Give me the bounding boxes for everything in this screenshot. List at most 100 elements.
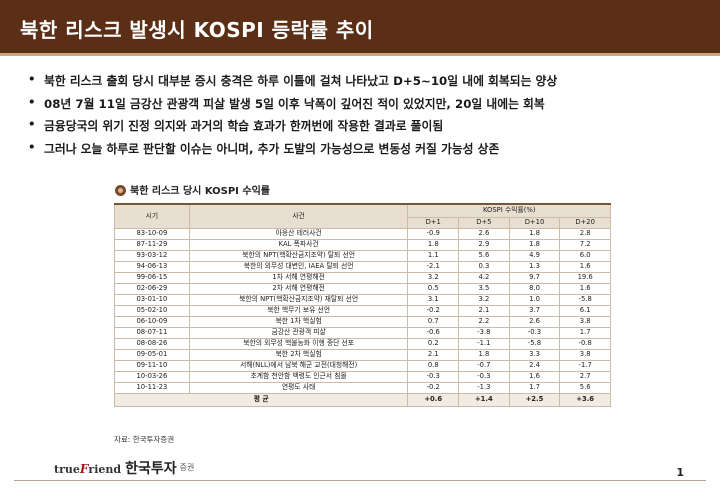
table-row: 09-11-10 서해(NLL)에서 남북 해군 교전(대청해전) 0.8 -0.7 2…: [114, 359, 611, 372]
event-cell: 북한의 NPT(핵확산금지조약) 재탈퇴 선언: [188, 293, 409, 306]
return-cell: 3.8: [559, 348, 611, 361]
return-cell: 5.6: [559, 381, 611, 394]
column-header-date: 시기: [114, 203, 190, 229]
table-row: 03-01-10 북한의 NPT(핵확산금지조약) 재탈퇴 선언 3.1 3.2 1.0…: [114, 293, 611, 306]
return-cell: 2.6: [508, 315, 561, 328]
return-cell: 0.5: [407, 282, 460, 295]
return-cell: 3.3: [508, 348, 561, 361]
column-header-d10: D+10: [508, 216, 561, 229]
table-row: 99-06-15 1차 서해 연평해전 3.2 4.2 9.7 19.6: [114, 271, 611, 284]
table-body: 83-10-09 아웅산 테러사건 -0.9 2.6 1.8 2.8 87-11-29 KAL…: [113, 227, 611, 407]
return-cell: 9.7: [508, 271, 561, 284]
return-cell: 2.9: [458, 238, 510, 251]
return-cell: 2.6: [458, 227, 510, 240]
date-cell: 09-11-10: [114, 359, 190, 372]
kospi-return-table: 시기 사건 KOSPI 수익률(%) D+1 D+5 D+10 D+20 83-…: [113, 203, 611, 407]
bullet-text: 북한 리스크 출회 당시 대부분 증시 충격은 하루 이틀에 걸쳐 나타났고 D…: [44, 74, 558, 88]
date-cell: 93-03-12: [114, 249, 190, 262]
table-row: 10-11-23 연평도 사태 -0.2 -1.3 1.7 5.6: [114, 381, 611, 394]
return-cell: -1.3: [458, 381, 510, 394]
page-number: 1: [676, 466, 684, 479]
return-cell: 1.7: [508, 381, 561, 394]
logo-brand-sub: 증권: [179, 463, 195, 472]
table-title-text: 북한 리스크 당시 KOSPI 수익률: [130, 186, 270, 197]
bullet-icon: •: [28, 139, 36, 154]
return-cell: 1.7: [559, 326, 611, 339]
bullet-icon: •: [28, 94, 36, 109]
table-title: 북한 리스크 당시 KOSPI 수익률: [115, 182, 270, 198]
return-cell: -1.1: [458, 337, 510, 350]
return-cell: 2.1: [458, 304, 510, 317]
return-cell: 0.2: [407, 337, 460, 350]
return-cell: -1.7: [559, 359, 611, 372]
return-cell: 2.2: [458, 315, 510, 328]
table-row: 08-07-11 금강산 관광객 피살 -0.6 -3.8 -0.3 1.7: [114, 326, 611, 339]
table-row: 83-10-09 아웅산 테러사건 -0.9 2.6 1.8 2.8: [114, 227, 611, 240]
table-row: 02-06-29 2차 서해 연평해전 0.5 3.5 8.0 1.6: [114, 282, 611, 295]
return-cell: 5.6: [458, 249, 510, 262]
table-row: 10-03-26 초계함 천안함 백령도 인근서 침몰 -0.3 -0.3 1.6 2.7: [114, 370, 611, 383]
return-cell: -0.3: [458, 370, 510, 383]
logo-true-text: true: [54, 463, 80, 476]
column-header-event: 사건: [188, 203, 409, 229]
return-cell: -0.9: [407, 227, 460, 240]
return-cell: 2.7: [559, 370, 611, 383]
logo-f-text: F: [79, 462, 89, 476]
table-row: 06-10-09 북한 1차 핵실험 0.7 2.2 2.6 3.8: [114, 315, 611, 328]
date-cell: 06-10-09: [114, 315, 190, 328]
bullet-list: • 북한 리스크 출회 당시 대부분 증시 충격은 하루 이틀에 걸쳐 나타났고 …: [26, 72, 706, 162]
bullet-item: • 금융당국의 위기 진정 의지와 과거의 학습 효과가 한꺼번에 작용한 결과로…: [26, 117, 706, 140]
event-cell: 북한의 외무성 대변인, IAEA 탈퇴 선언: [188, 260, 409, 273]
logo-riend-text: riend: [88, 463, 122, 476]
event-cell: 아웅산 테러사건: [188, 227, 409, 240]
table-row: 08-08-26 북한의 외무성 핵불능화 이행 중단 선포 0.2 -1.1 -5.8…: [114, 337, 611, 350]
bullet-text: 그러나 오늘 하루로 판단할 이슈는 아니며, 추가 도발의 가능성으로 변동성…: [44, 141, 500, 156]
bullet-item: • 북한 리스크 출회 당시 대부분 증시 충격은 하루 이틀에 걸쳐 나타났고 …: [26, 72, 706, 95]
return-cell: -0.7: [458, 359, 510, 372]
event-cell: 서해(NLL)에서 남북 해군 교전(대청해전): [188, 359, 409, 372]
return-cell: 19.6: [559, 271, 611, 284]
return-cell: 7.2: [559, 238, 611, 251]
return-cell: 1.0: [508, 293, 561, 306]
date-cell: 83-10-09: [114, 227, 190, 240]
table-row: 94-06-13 북한의 외무성 대변인, IAEA 탈퇴 선언 -2.1 0.3 1.…: [114, 260, 611, 273]
company-logo: trueFriend 한국투자 증권: [54, 458, 194, 478]
return-cell: 0.3: [458, 260, 510, 273]
average-cell: +0.6: [407, 392, 460, 407]
bullet-text: 08년 7월 11일 금강산 관광객 피살 발생 5일 이후 낙폭이 깊어진 적…: [44, 96, 545, 111]
return-cell: 3.7: [508, 304, 561, 317]
event-cell: 북한 2차 핵실험: [188, 348, 409, 361]
event-cell: 북한의 NPT(핵확산금지조약) 탈퇴 선언: [188, 249, 409, 262]
table-row: 09-05-01 북한 2차 핵실험 2.1 1.8 3.3 3.8: [114, 348, 611, 361]
return-cell: 3.8: [559, 315, 611, 328]
average-row: 평 균 +0.6 +1.4 +2.5 +3.6: [113, 392, 611, 407]
bullet-item: • 그러나 오늘 하루로 판단할 이슈는 아니며, 추가 도발의 가능성으로 변동…: [26, 140, 706, 163]
return-cell: 1.1: [407, 249, 460, 262]
return-cell: 1.6: [508, 370, 561, 383]
average-cell: +1.4: [458, 392, 510, 407]
event-cell: 초계함 천안함 백령도 인근서 침몰: [188, 370, 409, 383]
circle-bullet-icon: [115, 185, 126, 196]
bullet-text: 금융당국의 위기 진정 의지와 과거의 학습 효과가 한꺼번에 작용한 결과로 …: [44, 119, 444, 133]
table-row: 87-11-29 KAL 폭파사건 1.8 2.9 1.8 7.2: [114, 238, 611, 251]
event-cell: 금강산 관광객 피살: [188, 326, 409, 339]
date-cell: 08-08-26: [114, 337, 190, 350]
return-cell: -0.8: [559, 337, 611, 350]
return-cell: -2.1: [407, 260, 460, 273]
return-cell: 4.2: [458, 271, 510, 284]
return-cell: 1.8: [508, 227, 561, 240]
return-cell: 1.3: [508, 260, 561, 273]
return-cell: 8.0: [508, 282, 561, 295]
event-cell: 2차 서해 연평해전: [188, 282, 409, 295]
return-cell: 2.1: [407, 348, 460, 361]
date-cell: 10-11-23: [114, 381, 190, 394]
date-cell: 03-01-10: [114, 293, 190, 306]
return-cell: 1.6: [559, 282, 611, 295]
return-cell: 6.1: [559, 304, 611, 317]
column-header-d5: D+5: [458, 216, 510, 229]
average-cell: +2.5: [508, 392, 561, 407]
table-row: 05-02-10 북한 핵무기 보유 선언 -0.2 2.1 3.7 6.1: [114, 304, 611, 317]
return-cell: -5.8: [508, 337, 561, 350]
bullet-item: • 08년 7월 11일 금강산 관광객 피살 발생 5일 이후 낙폭이 깊어진 …: [26, 95, 706, 118]
date-cell: 99-06-15: [114, 271, 190, 284]
